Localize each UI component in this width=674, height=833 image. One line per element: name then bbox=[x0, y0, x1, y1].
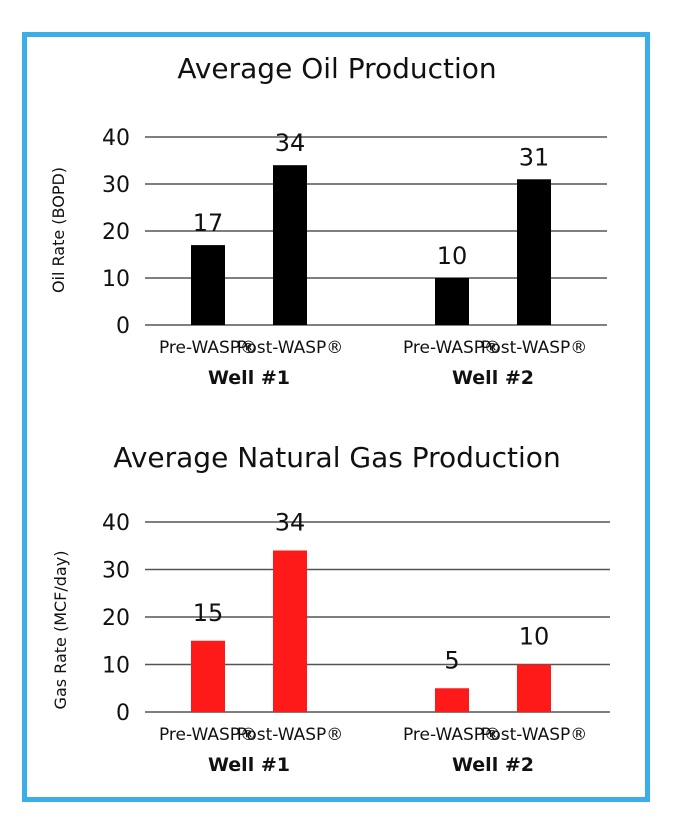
data-label: 34 bbox=[275, 129, 306, 157]
group-label: Well #2 bbox=[452, 367, 534, 389]
bar bbox=[191, 245, 225, 325]
y-axis-label: Oil Rate (BOPD) bbox=[49, 167, 68, 293]
y-tick-label: 20 bbox=[102, 220, 130, 245]
data-label: 34 bbox=[275, 509, 306, 537]
category-label: Pre-WASP® bbox=[403, 338, 501, 358]
category-label: Post-WASP® bbox=[237, 338, 344, 358]
y-tick-label: 0 bbox=[116, 314, 130, 339]
y-tick-label: 0 bbox=[116, 701, 130, 726]
y-tick-label: 40 bbox=[102, 511, 130, 536]
y-tick-label: 10 bbox=[102, 267, 130, 292]
data-label: 17 bbox=[193, 209, 224, 237]
y-tick-label: 30 bbox=[102, 559, 130, 584]
category-label: Pre-WASP® bbox=[159, 338, 257, 358]
data-label: 15 bbox=[193, 599, 224, 627]
data-label: 10 bbox=[437, 242, 468, 270]
chart-title: Average Oil Production bbox=[177, 52, 496, 85]
chart-title: Average Natural Gas Production bbox=[113, 441, 560, 474]
y-tick-label: 30 bbox=[102, 173, 130, 198]
category-label: Pre-WASP® bbox=[403, 725, 501, 745]
y-tick-label: 20 bbox=[102, 606, 130, 631]
group-label: Well #1 bbox=[208, 754, 290, 776]
bar bbox=[435, 278, 469, 325]
y-tick-label: 40 bbox=[102, 126, 130, 151]
y-tick-label: 10 bbox=[102, 654, 130, 679]
y-axis-label: Gas Rate (MCF/day) bbox=[51, 551, 70, 710]
category-label: Post-WASP® bbox=[237, 725, 344, 745]
bar bbox=[273, 550, 307, 712]
group-label: Well #2 bbox=[452, 754, 534, 776]
data-label: 31 bbox=[519, 143, 550, 171]
category-label: Pre-WASP® bbox=[159, 725, 257, 745]
bar bbox=[273, 165, 307, 325]
data-label: 10 bbox=[519, 623, 550, 651]
bar bbox=[191, 640, 225, 712]
data-label: 5 bbox=[444, 646, 459, 674]
category-label: Post-WASP® bbox=[481, 338, 588, 358]
bar bbox=[517, 664, 551, 712]
bar bbox=[435, 688, 469, 712]
group-label: Well #1 bbox=[208, 367, 290, 389]
bar bbox=[517, 179, 551, 325]
category-label: Post-WASP® bbox=[481, 725, 588, 745]
